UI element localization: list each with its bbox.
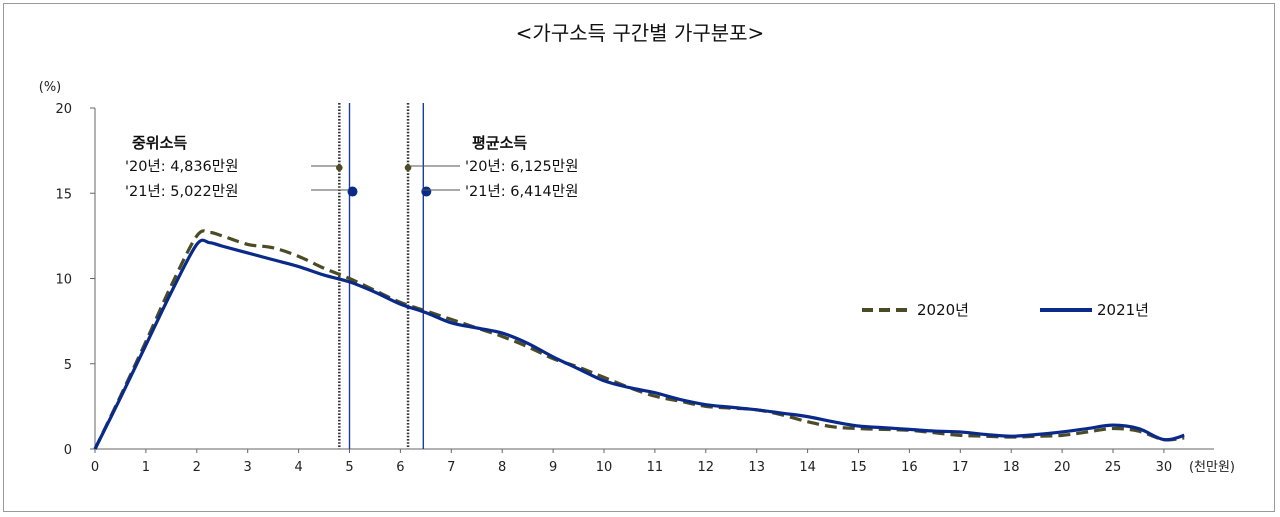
reference-lines	[336, 103, 432, 449]
x-tick-label: 9	[549, 460, 557, 475]
mean-annotation: 평균소득 '20년: 6,125만원 '21년: 6,414만원	[408, 134, 578, 200]
reference-marker	[404, 164, 412, 171]
mean-2020: '20년: 6,125만원	[465, 158, 578, 175]
reference-marker	[421, 186, 432, 197]
x-tick-label: 12	[698, 460, 715, 475]
mean-label: 평균소득	[472, 134, 527, 152]
y-tick-label: 5	[64, 358, 72, 373]
legend: 2020년 2021년	[862, 301, 1149, 319]
reference-marker	[347, 186, 358, 197]
series-line-2021	[93, 238, 1185, 450]
median-label: 중위소득	[132, 134, 187, 152]
x-tick-label: 15	[850, 460, 867, 475]
y-axis-unit: (%)	[39, 80, 62, 95]
mean-2021: '21년: 6,414만원	[465, 183, 578, 200]
x-tick-label: 10	[596, 460, 613, 475]
x-tick-label: 14	[799, 460, 816, 475]
x-tick-label: 16	[901, 460, 918, 475]
median-2021: '21년: 5,022만원	[125, 183, 238, 200]
y-tick-label: 0	[64, 443, 72, 458]
x-tick-label: 6	[396, 460, 404, 475]
x-tick-label: 18	[1003, 460, 1020, 475]
y-tick-label: 15	[55, 187, 72, 202]
x-tick-label: 3	[244, 460, 252, 475]
x-tick-label: 8	[498, 460, 506, 475]
x-tick-label: 30	[1156, 460, 1173, 475]
median-2020: '20년: 4,836만원	[125, 158, 238, 175]
reference-marker	[336, 164, 343, 171]
x-tick-label: 17	[952, 460, 969, 475]
x-tick-label: 1	[142, 460, 150, 475]
x-axis-unit: (천만원)	[1189, 460, 1235, 475]
series-layer	[93, 229, 1185, 450]
x-tick-label: 7	[447, 460, 455, 475]
x-tick-label: 11	[647, 460, 664, 475]
y-tick-label: 20	[55, 102, 72, 117]
x-tick-label: 4	[294, 460, 302, 475]
chart-title: <가구소득 구간별 가구분포>	[516, 21, 765, 45]
legend-label-2021: 2021년	[1097, 301, 1149, 319]
x-tick-label: 20	[1054, 460, 1071, 475]
legend-label-2020: 2020년	[917, 301, 969, 319]
series-line-2020	[93, 229, 1185, 450]
x-tick-label: 2	[193, 460, 201, 475]
chart-frame	[3, 3, 1275, 512]
x-tick-label: 5	[345, 460, 353, 475]
x-tick-label: 13	[748, 460, 765, 475]
y-tick-label: 10	[55, 273, 72, 288]
x-tick-label: 25	[1105, 460, 1122, 475]
x-tick-label: 0	[91, 460, 99, 475]
median-annotation: 중위소득 '20년: 4,836만원 '21년: 5,022만원	[125, 134, 349, 200]
